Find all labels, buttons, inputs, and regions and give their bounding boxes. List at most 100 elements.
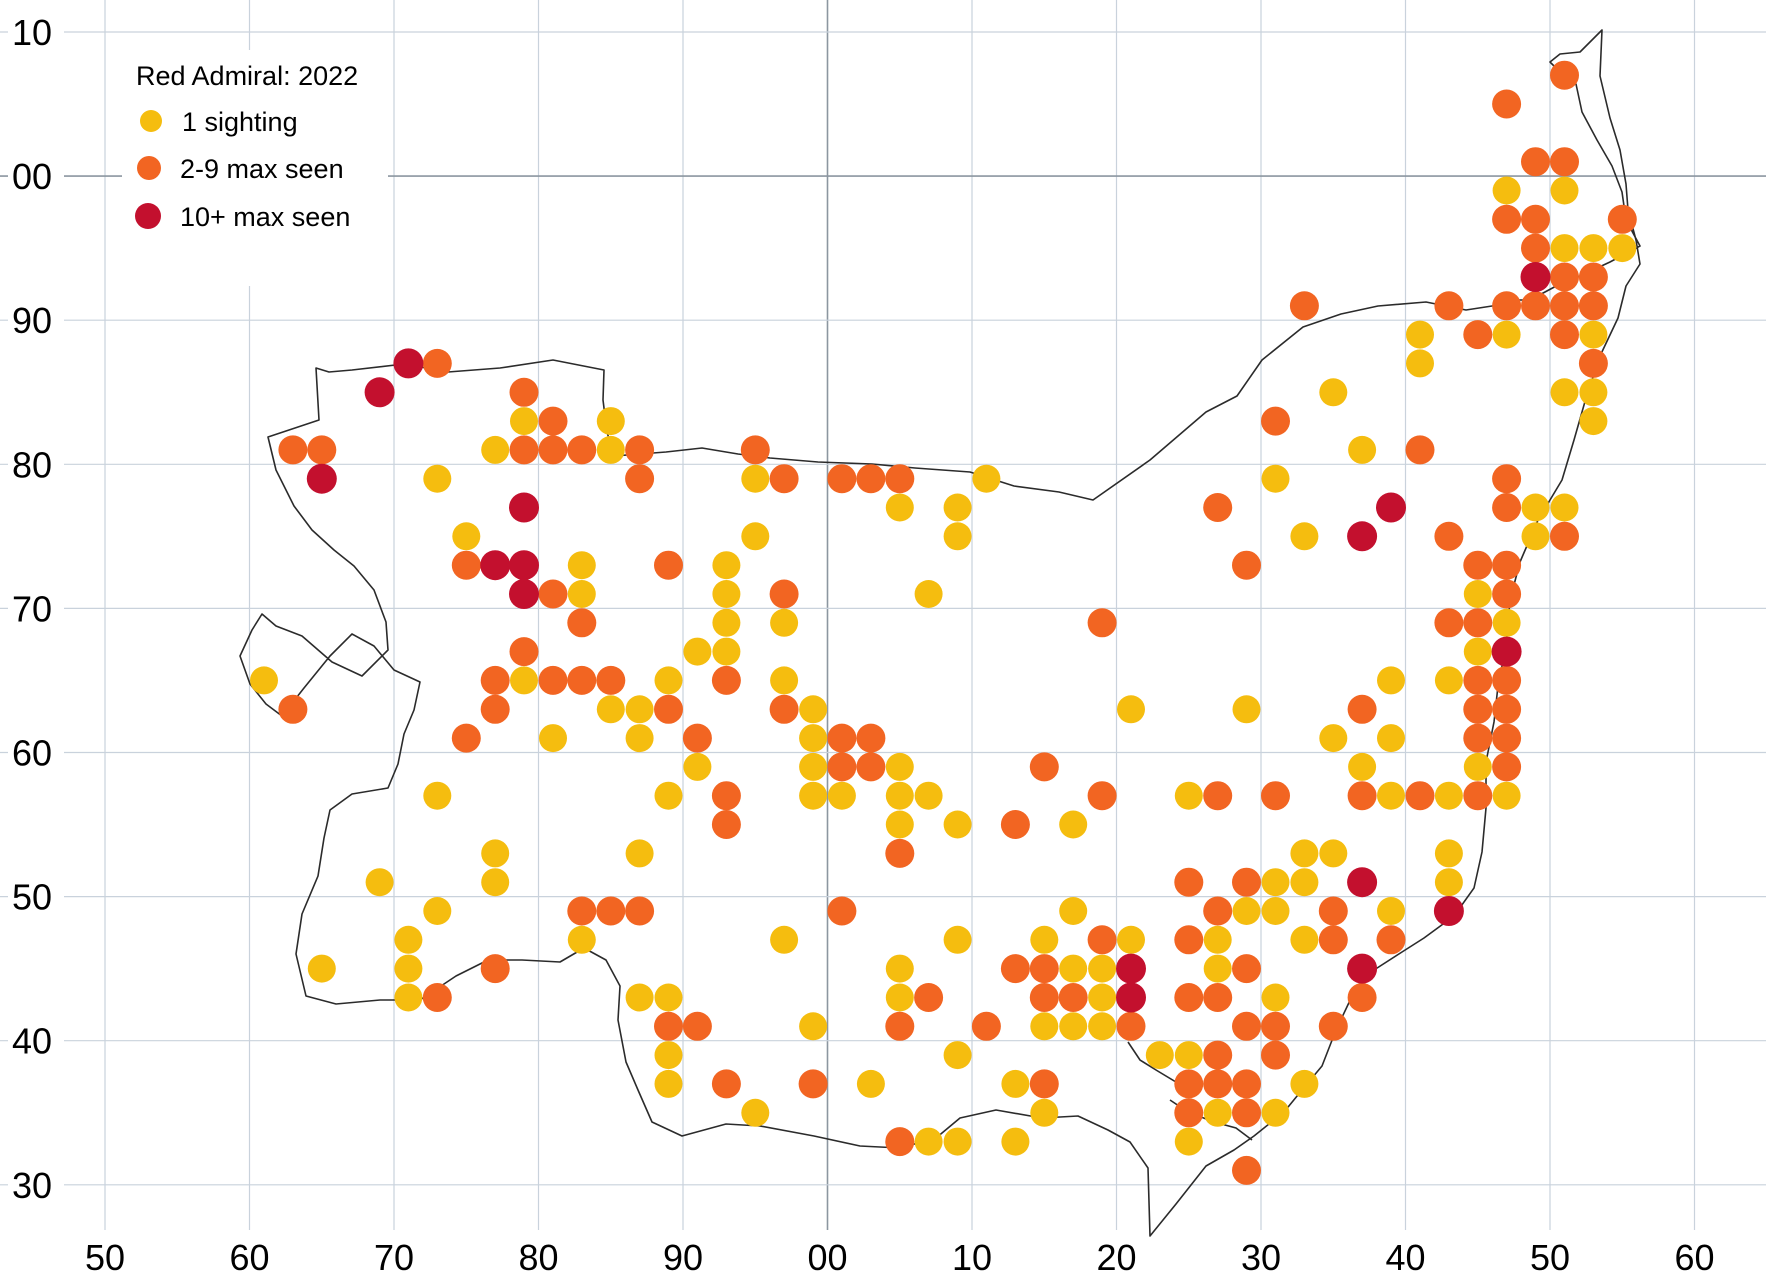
dot-one-sighting bbox=[654, 666, 683, 695]
dot-two-to-nine bbox=[1029, 983, 1059, 1012]
dot-two-to-nine bbox=[480, 954, 510, 984]
dot-one-sighting bbox=[307, 954, 336, 983]
dot-two-to-nine bbox=[1492, 579, 1522, 609]
dot-one-sighting bbox=[914, 580, 943, 608]
dot-ten-plus bbox=[1376, 492, 1406, 523]
dot-one-sighting bbox=[1319, 378, 1348, 407]
dot-two-to-nine bbox=[1463, 694, 1493, 724]
dot-one-sighting bbox=[1001, 1069, 1030, 1098]
dot-two-to-nine bbox=[1492, 665, 1522, 695]
dot-one-sighting bbox=[885, 954, 914, 983]
x-tick-label: 60 bbox=[1674, 1237, 1714, 1278]
legend-swatch-one-sighting bbox=[140, 110, 162, 132]
dot-two-to-nine bbox=[422, 348, 452, 378]
dot-two-to-nine bbox=[480, 694, 510, 724]
y-tick-label: 80 bbox=[12, 444, 52, 485]
x-tick-label: 70 bbox=[374, 1237, 414, 1278]
dot-two-to-nine bbox=[1550, 291, 1579, 321]
dot-one-sighting bbox=[1579, 320, 1608, 349]
y-tick-label-background bbox=[8, 1164, 64, 1203]
dot-one-sighting bbox=[481, 839, 510, 868]
dot-one-sighting bbox=[1579, 378, 1608, 407]
dot-one-sighting bbox=[1463, 752, 1492, 781]
dot-one-sighting bbox=[683, 637, 712, 666]
dot-ten-plus bbox=[509, 550, 539, 581]
dot-two-to-nine bbox=[1029, 752, 1059, 782]
dot-two-to-nine bbox=[1492, 89, 1522, 119]
dot-one-sighting bbox=[1550, 378, 1579, 407]
dot-one-sighting bbox=[1377, 666, 1405, 695]
dot-two-to-nine bbox=[1203, 1069, 1233, 1099]
dot-one-sighting bbox=[885, 493, 914, 522]
legend-swatch-two-to-nine bbox=[137, 156, 161, 180]
dot-two-to-nine bbox=[856, 464, 886, 494]
dot-two-to-nine bbox=[1232, 1069, 1261, 1099]
y-tick-label-background bbox=[8, 12, 64, 50]
dot-one-sighting bbox=[1030, 925, 1059, 954]
dot-one-sighting bbox=[1059, 810, 1088, 839]
dot-one-sighting bbox=[1377, 897, 1405, 925]
y-tick-label-background bbox=[8, 1020, 64, 1059]
y-tick-label: 60 bbox=[12, 733, 52, 774]
dot-two-to-nine bbox=[1578, 348, 1608, 378]
dot-one-sighting bbox=[654, 983, 683, 1012]
dot-one-sighting bbox=[1608, 234, 1637, 263]
dot-two-to-nine bbox=[856, 723, 886, 753]
y-tick-label: 40 bbox=[12, 1021, 52, 1062]
dot-one-sighting bbox=[943, 810, 972, 839]
dot-one-sighting bbox=[596, 407, 625, 436]
coastline-boundary bbox=[239, 29, 1641, 1237]
dot-one-sighting bbox=[1203, 1098, 1232, 1127]
dot-two-to-nine bbox=[885, 1127, 915, 1157]
y-tick-label-background bbox=[8, 300, 64, 339]
dot-one-sighting bbox=[423, 464, 452, 493]
dot-two-to-nine bbox=[567, 608, 597, 638]
dot-ten-plus bbox=[1347, 521, 1378, 552]
dot-one-sighting bbox=[1174, 1127, 1203, 1156]
dot-two-to-nine bbox=[1116, 1011, 1146, 1041]
dot-two-to-nine bbox=[596, 896, 626, 926]
x-tick-label: 50 bbox=[1530, 1237, 1570, 1278]
legend-label-one-sighting: 1 sighting bbox=[182, 107, 298, 137]
dot-two-to-nine bbox=[1174, 867, 1204, 897]
dot-one-sighting bbox=[654, 1041, 683, 1070]
sighting-dots bbox=[250, 60, 1637, 1185]
dot-one-sighting bbox=[1145, 1041, 1174, 1070]
dot-one-sighting bbox=[1117, 925, 1145, 954]
dot-one-sighting bbox=[712, 580, 741, 608]
dot-one-sighting bbox=[625, 983, 654, 1012]
dot-two-to-nine bbox=[509, 377, 539, 407]
dot-two-to-nine bbox=[1492, 464, 1522, 494]
dot-one-sighting bbox=[1579, 234, 1608, 263]
dot-two-to-nine bbox=[278, 435, 308, 465]
dot-two-to-nine bbox=[1261, 781, 1290, 811]
dot-two-to-nine bbox=[1434, 291, 1464, 321]
dot-two-to-nine bbox=[1029, 1069, 1059, 1099]
dot-one-sighting bbox=[914, 1127, 943, 1156]
dot-two-to-nine bbox=[711, 665, 741, 695]
dot-one-sighting bbox=[1030, 1012, 1059, 1041]
dot-one-sighting bbox=[1377, 724, 1405, 753]
dot-one-sighting bbox=[481, 435, 510, 464]
dot-two-to-nine bbox=[1174, 1098, 1204, 1128]
dot-one-sighting bbox=[799, 724, 828, 753]
dot-one-sighting bbox=[1463, 637, 1492, 666]
dot-one-sighting bbox=[394, 954, 423, 983]
dot-two-to-nine bbox=[1203, 1040, 1233, 1070]
dot-one-sighting bbox=[1550, 493, 1579, 522]
dot-one-sighting bbox=[1030, 1098, 1059, 1127]
dot-two-to-nine bbox=[1492, 493, 1522, 522]
x-tick-label: 50 bbox=[85, 1237, 125, 1278]
dot-one-sighting bbox=[1377, 781, 1405, 810]
dot-one-sighting bbox=[712, 637, 741, 666]
dot-two-to-nine bbox=[827, 464, 857, 494]
dot-two-to-nine bbox=[567, 665, 597, 695]
dot-one-sighting bbox=[799, 781, 828, 810]
dot-one-sighting bbox=[1319, 724, 1348, 753]
dot-two-to-nine bbox=[1463, 723, 1493, 753]
dot-one-sighting bbox=[1261, 464, 1290, 493]
dot-one-sighting bbox=[510, 666, 538, 695]
dot-two-to-nine bbox=[538, 435, 568, 465]
dot-one-sighting bbox=[1088, 983, 1117, 1012]
